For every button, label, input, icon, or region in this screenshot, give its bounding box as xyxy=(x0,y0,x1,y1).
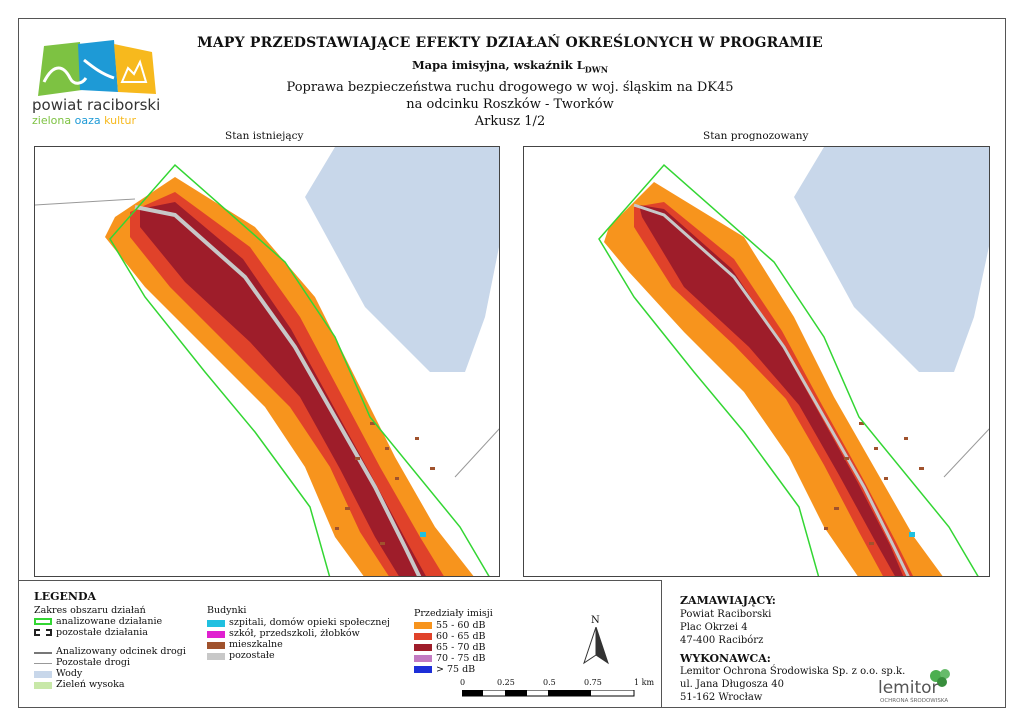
water-area xyxy=(794,147,989,372)
legend-frame xyxy=(18,580,662,708)
other-road-label: Pozostałe drogi xyxy=(56,657,130,668)
area-analysed-swatch xyxy=(34,618,52,625)
map-frame xyxy=(18,18,1006,708)
area-analysed-label: analizowane działanie xyxy=(56,616,163,627)
project-line-2: na odcinku Roszków - Tworków xyxy=(406,97,614,112)
noise-range-swatch xyxy=(414,666,432,673)
sheet-number: Arkusz 1/2 xyxy=(474,114,546,129)
noise-range-label: 65 - 70 dB xyxy=(436,642,486,653)
buildings xyxy=(824,422,924,545)
school-swatch xyxy=(207,631,225,638)
client-line: Plac Okrzei 4 xyxy=(680,622,748,633)
noise-range-swatch xyxy=(414,655,432,662)
client-line: Powiat Raciborski xyxy=(680,609,772,620)
map-panel-forecast[interactable] xyxy=(523,146,990,577)
analysed-road-swatch xyxy=(34,652,52,654)
noise-range-swatch xyxy=(414,644,432,651)
other-road xyxy=(943,428,989,478)
other-road xyxy=(35,198,136,206)
buildings xyxy=(335,422,435,545)
hospital-building xyxy=(909,532,915,537)
area-heading: Zakres obszaru działań xyxy=(34,605,146,616)
other-road-swatch xyxy=(34,663,52,664)
powiat-logo: powiat raciborski zielona oaza kultur xyxy=(30,38,170,128)
green-swatch xyxy=(34,682,52,689)
analysed-area-boundary xyxy=(109,163,490,576)
noise-range-label: 55 - 60 dB xyxy=(436,620,486,631)
other-building-swatch xyxy=(207,653,225,660)
school-label: szkół, przedszkoli, żłobków xyxy=(229,628,360,639)
noise-range-swatch xyxy=(414,633,432,640)
contractor-line: 51-162 Wrocław xyxy=(680,692,763,703)
noise-range-label: 60 - 65 dB xyxy=(436,631,486,642)
noise-65-70 xyxy=(140,202,426,576)
hospital-building xyxy=(420,532,426,537)
other-building-label: pozostałe xyxy=(229,650,275,661)
area-other-swatch xyxy=(34,629,52,636)
area-other-label: pozostałe działania xyxy=(56,627,148,638)
noise-65-70 xyxy=(639,205,904,576)
hospital-label: szpitali, domów opieki społecznej xyxy=(229,617,390,628)
ranges-heading: Przedziały imisji xyxy=(414,608,493,619)
residential-label: mieszkalne xyxy=(229,639,283,650)
analysed-road xyxy=(633,203,910,576)
other-road xyxy=(454,428,499,478)
contractor-line: ul. Jana Długosza 40 xyxy=(680,679,784,690)
analysed-road xyxy=(134,205,422,576)
water-swatch xyxy=(34,671,52,678)
north-arrow: N xyxy=(582,615,610,665)
map-title: MAPY PRZEDSTAWIAJĄCE EFEKTY DZIAŁAŃ OKRE… xyxy=(197,35,823,51)
hospital-swatch xyxy=(207,620,225,627)
noise-range-label: 70 - 75 dB xyxy=(436,653,486,664)
map-panel-existing[interactable] xyxy=(34,146,500,577)
analysed-area-boundary xyxy=(598,163,979,576)
logo-tagline: zielona oaza kultur xyxy=(32,114,136,127)
noise-range-label: > 75 dB xyxy=(436,664,476,675)
water-label: Wody xyxy=(56,668,83,679)
logo-title: powiat raciborski xyxy=(32,96,161,114)
map-subtitle: Mapa imisyjna, wskaźnik LDWN xyxy=(411,58,609,75)
left-panel-label: Stan istniejący xyxy=(225,130,304,142)
water-area xyxy=(305,147,499,372)
green-label: Zieleń wysoka xyxy=(56,679,125,690)
client-line: 47-400 Racibórz xyxy=(680,635,764,646)
client-heading: ZAMAWIAJĄCY: xyxy=(680,594,776,607)
legend-heading: LEGENDA xyxy=(34,590,97,603)
analysed-road-label: Analizowany odcinek drogi xyxy=(56,646,186,657)
project-line-1: Poprawa bezpieczeństwa ruchu drogowego w… xyxy=(286,80,734,95)
contractor-heading: WYKONAWCA: xyxy=(680,652,771,665)
noise-range-swatch xyxy=(414,622,432,629)
buildings-heading: Budynki xyxy=(207,605,247,616)
residential-swatch xyxy=(207,642,225,649)
lemitor-logo: lemitor OCHRONA ŚRODOWISKA xyxy=(870,668,960,706)
contractor-line: Lemitor Ochrona Środowiska Sp. z o.o. sp… xyxy=(680,666,906,677)
right-panel-label: Stan prognozowany xyxy=(703,130,809,142)
